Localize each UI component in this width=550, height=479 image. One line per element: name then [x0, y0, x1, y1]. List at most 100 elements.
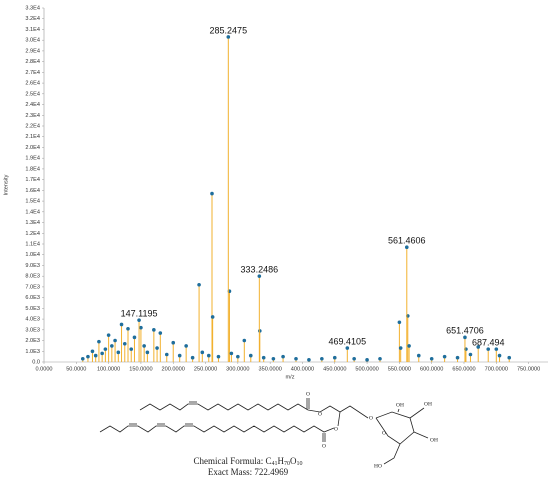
- peak-marker: [177, 353, 182, 358]
- y-tick-label: 1.9E4: [25, 156, 40, 162]
- bond: [413, 431, 429, 439]
- peak-marker: [129, 347, 134, 351]
- y-tick-label: 2.9E4: [25, 48, 40, 54]
- peak-marker: [145, 350, 150, 355]
- peak-marker: [455, 355, 460, 360]
- y-tick-label: 2.1E4: [25, 134, 40, 140]
- atom: O: [334, 426, 338, 432]
- peak-marker: [257, 274, 262, 278]
- x-tick-label: 750.0000: [517, 366, 540, 372]
- peak-marker: [210, 191, 214, 196]
- atom: O: [322, 443, 326, 449]
- peak-marker: [103, 347, 108, 351]
- peak-marker: [97, 339, 101, 344]
- y-tick-label: 3.0E4: [25, 38, 40, 44]
- y-tick-label: 2.3E4: [25, 113, 40, 119]
- element: C: [265, 456, 271, 466]
- peak-label: 469.4105: [329, 336, 367, 346]
- peak-marker: [93, 353, 98, 358]
- peak-marker: [345, 346, 350, 350]
- atom: O: [318, 411, 322, 417]
- x-tick-label: 450.0000: [323, 366, 346, 372]
- peak-marker: [494, 347, 499, 351]
- y-tick-label: 1.0E3: [25, 349, 40, 355]
- x-tick-label: 550.0000: [388, 366, 411, 372]
- y-tick-label: 8.0E3: [25, 274, 40, 280]
- y-tick-label: 5.0E3: [25, 306, 40, 312]
- x-tick-label: 150.0000: [129, 366, 152, 372]
- y-tick-label: 2.2E4: [25, 123, 40, 129]
- peak-marker: [476, 345, 481, 349]
- x-tick-label: 100.0000: [97, 366, 120, 372]
- atom: O: [306, 391, 310, 397]
- peak-marker: [378, 356, 382, 361]
- peak-label: 333.2486: [241, 265, 279, 275]
- y-tick-label: 2.7E4: [25, 70, 40, 76]
- y-tick-label: 6.0E3: [25, 295, 40, 301]
- x-tick-label: 500.0000: [355, 366, 378, 372]
- peak-marker: [113, 338, 117, 343]
- peak-marker: [142, 344, 146, 348]
- peak-marker: [398, 346, 403, 350]
- subscript: 70: [284, 461, 290, 467]
- y-tick-label: 7.0E3: [25, 284, 40, 290]
- peak-marker: [281, 354, 285, 359]
- peak-marker: [100, 351, 104, 356]
- x-tick-label: 50.0000: [66, 366, 86, 372]
- y-tick-label: 1.3E4: [25, 220, 40, 226]
- peak-label: 147.1195: [121, 309, 158, 319]
- peak-marker: [206, 353, 211, 358]
- peak-marker: [90, 349, 95, 354]
- peak-marker: [164, 352, 169, 357]
- peak-marker: [184, 344, 188, 348]
- peak-marker: [497, 353, 502, 358]
- atom: OH: [396, 402, 404, 408]
- y-tick-label: 2.4E4: [25, 102, 40, 108]
- peak-label: 285.2475: [210, 25, 248, 35]
- peak-marker: [210, 315, 215, 319]
- x-tick-label: 350.0000: [258, 366, 281, 372]
- peak-marker: [271, 356, 276, 361]
- y-axis-label: Intensity: [3, 174, 9, 195]
- y-tick-label: 3.1E4: [25, 27, 40, 33]
- peak-marker: [119, 322, 124, 327]
- y-tick-label: 1.1E4: [25, 241, 40, 247]
- peak-marker: [110, 344, 114, 348]
- y-tick-label: 2.6E4: [25, 81, 40, 87]
- y-tick-label: 1.6E4: [25, 188, 40, 194]
- peak-marker: [106, 333, 111, 337]
- bond: [383, 443, 401, 465]
- peak-marker: [200, 350, 205, 355]
- peak-marker: [171, 340, 176, 345]
- formula: Chemical Formula: C41H70O10: [193, 456, 302, 467]
- y-tick-label: 4.0E3: [25, 317, 40, 323]
- x-tick-label: 650.0000: [452, 366, 475, 372]
- sugar-ring: [375, 411, 415, 445]
- peak-marker: [320, 356, 324, 361]
- peak-marker: [365, 358, 369, 362]
- atom: HO: [374, 463, 382, 469]
- peak-marker: [507, 355, 512, 360]
- peak-marker: [236, 354, 240, 359]
- peak-marker: [261, 355, 266, 360]
- y-tick-label: 1.2E4: [25, 231, 40, 237]
- peak-marker: [116, 350, 121, 355]
- y-tick-label: 0.0: [32, 359, 40, 365]
- bond: [409, 407, 425, 419]
- atom: O: [369, 415, 373, 421]
- y-tick-label: 3.2E4: [25, 16, 40, 22]
- bond: [337, 411, 341, 427]
- bond: [397, 408, 400, 413]
- peak-marker: [229, 351, 234, 356]
- x-tick-label: 700.0000: [485, 366, 508, 372]
- subscript: 10: [297, 461, 303, 467]
- x-tick-label: 200.0000: [162, 366, 185, 372]
- structure: O O O O O O OH OH OH HO: [99, 391, 438, 469]
- peak-label: 561.4606: [388, 236, 426, 246]
- x-tick-label: 300.0000: [226, 366, 249, 372]
- peak-marker: [397, 320, 402, 325]
- peak-marker: [137, 318, 141, 322]
- y-tick-label: 2.0E4: [25, 145, 40, 151]
- x-tick-label: 400.0000: [291, 366, 314, 372]
